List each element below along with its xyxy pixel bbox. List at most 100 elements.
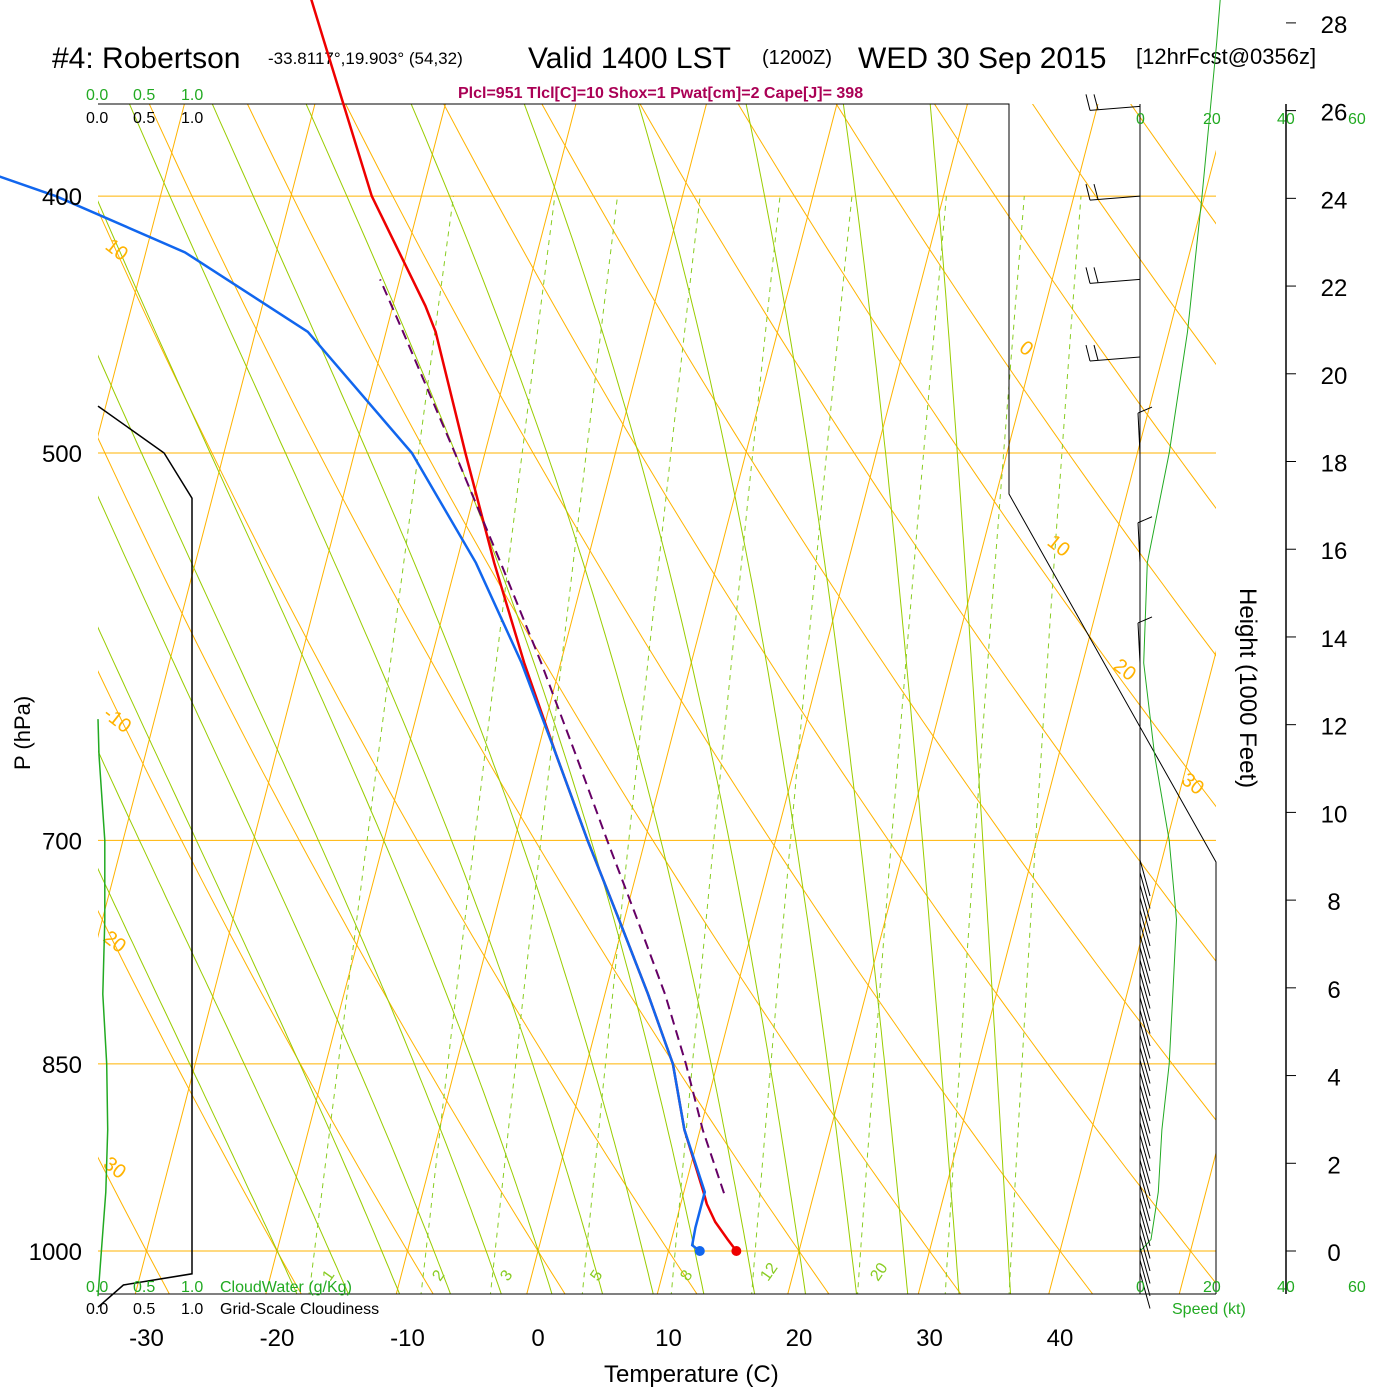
isotherm-line (526, 104, 838, 1294)
dry-adiabat-line (98, 209, 698, 1294)
moist-adiabat-line (410, 104, 756, 1294)
moist-adiabat-line (745, 104, 909, 1294)
wind-barb (1139, 997, 1151, 1034)
cloudwater-label: CloudWater (g/Kg) (220, 1279, 352, 1296)
wind-barb (1089, 356, 1141, 362)
isotherm-line (395, 104, 707, 1294)
isotherm-line (265, 104, 577, 1294)
speed-tick-bottom-0: 0 (1136, 1279, 1145, 1296)
wind-barb (1139, 959, 1151, 997)
mixing-ratio-label: 12 (757, 1260, 781, 1284)
wind-barb (1139, 1134, 1151, 1172)
dry-adiabat-line (1031, 104, 1216, 366)
height-tick-label: 14 (1321, 626, 1348, 653)
title-valid: Valid 1400 LST (528, 42, 731, 75)
pressure-tick-label: 700 (42, 828, 82, 855)
wind-barb (1089, 105, 1141, 111)
wind-barb (1139, 934, 1151, 972)
cloud-tick-bottom-2: 1.0 (181, 1279, 203, 1296)
mixing-ratio-line (581, 196, 701, 1294)
cloudiness-tick-top-2: 1.0 (181, 110, 203, 127)
dry-adiabat-line (933, 104, 1216, 510)
title-utc: (1200Z) (762, 47, 832, 69)
isotherm-line (1048, 650, 1216, 1294)
height-tick-label: 0 (1327, 1240, 1340, 1267)
speed-tick-top-1: 20 (1203, 111, 1221, 128)
mixing-ratio-label: 3 (497, 1267, 516, 1284)
cloudiness-tick-top-1: 0.5 (133, 110, 155, 127)
wind-barb-feather (1093, 267, 1099, 283)
moist-adiabat-line (523, 104, 806, 1294)
isotherm-line (917, 149, 1216, 1294)
dry-adiabat-line (98, 436, 566, 1294)
mixing-ratio-line (944, 196, 1025, 1294)
temperature-tick-label: 20 (786, 1325, 813, 1352)
wind-barb (1139, 922, 1151, 959)
wind-barb (1139, 1072, 1151, 1109)
isotherm-line (1178, 1151, 1216, 1294)
cloudiness-line (97, 405, 193, 1308)
pressure-tick-label: 400 (42, 184, 82, 211)
wind-barb (1139, 1272, 1151, 1309)
moist-adiabat-line (842, 104, 960, 1294)
wind-barb (1139, 884, 1151, 922)
height-tick-label: 28 (1321, 12, 1348, 39)
temperature-tick-label: 0 (531, 1325, 544, 1352)
height-tick-label: 20 (1321, 363, 1348, 390)
height-ticks: 02468101214161820222426283032 (1286, 12, 1348, 1267)
wind-barb (1139, 1059, 1151, 1097)
moist-adiabat-line (128, 104, 604, 1294)
wind-barb (1139, 1209, 1151, 1247)
mixing-ratio-line (1008, 196, 1082, 1294)
dry-adiabat-line (1160, 0, 1400, 1318)
wind-barb-feather (1085, 184, 1091, 201)
wind-barb (1139, 1109, 1151, 1147)
moist-adiabat-line (929, 104, 1012, 1294)
mixing-ratio-labels: 1 2 3 5 8 12 20 (319, 1260, 891, 1284)
dry-adiabat-line (345, 104, 1094, 1294)
wind-barb-feather (1085, 344, 1091, 362)
speed-label: Speed (kt) (1172, 1301, 1246, 1318)
isotherm-label: 10 (1043, 531, 1074, 562)
isotherm-label: 30 (99, 1153, 130, 1184)
wind-barb (1139, 1247, 1151, 1284)
wind-barbs (1085, 94, 1153, 1309)
wind-barb-feather (1137, 406, 1153, 414)
wind-barb (1139, 1034, 1151, 1072)
wind-barb (1139, 1022, 1151, 1059)
wind-barb (1139, 1172, 1151, 1209)
cloud-water-line (97, 719, 109, 1297)
dry-adiabat-line (835, 104, 1216, 657)
dry-adiabat-line (246, 104, 962, 1294)
cloud-tick-bottom-1: 0.5 (133, 1279, 155, 1296)
wind-barb-feather (1093, 94, 1099, 110)
mixing-ratio-line (489, 196, 618, 1294)
isotherm-line (98, 104, 316, 939)
wind-barb (1139, 1259, 1151, 1297)
moist-adiabat-line (98, 200, 553, 1294)
speed-tick-bottom-1: 20 (1203, 1279, 1221, 1296)
temperature-tick-label: -10 (390, 1325, 425, 1352)
height-tick-label: 6 (1327, 977, 1340, 1004)
wind-barb (1139, 1047, 1151, 1084)
wind-barb (1137, 622, 1141, 663)
dry-adiabat-line (737, 104, 1216, 808)
dry-adiabat-line (98, 1156, 170, 1294)
wind-barb (1139, 859, 1151, 897)
isotherm-line (134, 104, 446, 1294)
height-tick-label: 10 (1321, 801, 1348, 828)
temperature-tick-label: -30 (129, 1325, 164, 1352)
moist-adiabat-line (98, 749, 349, 1294)
isotherm-label: 10 (101, 235, 132, 266)
dry-adiabat-line (148, 104, 830, 1294)
wind-barb (1139, 909, 1151, 947)
cloud-tick-bottom-0: 0.0 (86, 1279, 108, 1296)
height-tick-label: 18 (1321, 451, 1348, 478)
isotherm-line (656, 104, 968, 1294)
wind-barb (1139, 1222, 1151, 1259)
wind-barb (1139, 947, 1151, 984)
dry-adiabat-line (1130, 104, 1216, 225)
mixing-ratio-line (857, 196, 947, 1294)
dry-adiabat-line (98, 909, 302, 1294)
